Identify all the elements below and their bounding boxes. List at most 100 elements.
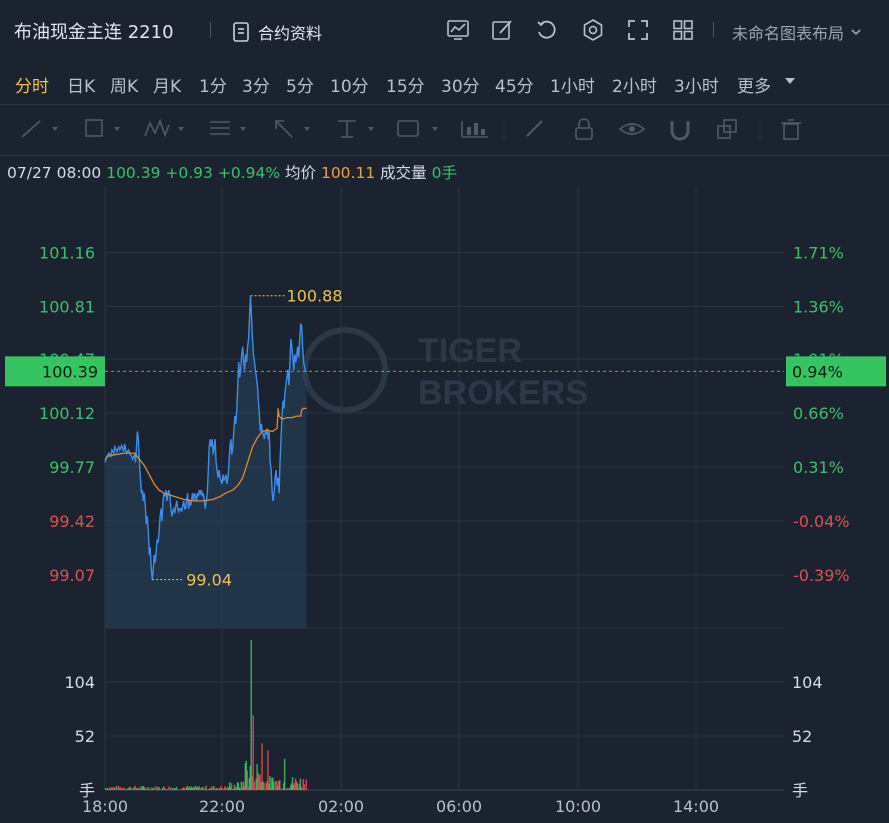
volume-bar [190, 786, 192, 790]
low-label: 99.04 [186, 571, 232, 590]
volume-bar [252, 715, 254, 790]
volume-bar [246, 770, 248, 790]
tab-period[interactable]: 月K [153, 77, 182, 97]
volume-bar [210, 787, 212, 790]
volume-tick-left: 52 [75, 727, 95, 746]
label-tool-icon[interactable] [397, 120, 438, 137]
chevron-down-icon[interactable] [784, 75, 796, 87]
x-tick-label: 14:00 [673, 797, 719, 816]
refresh-icon[interactable] [535, 18, 559, 42]
volume-bar [109, 788, 112, 790]
tab-period[interactable]: 5分 [286, 77, 314, 97]
volume-bar [293, 783, 296, 790]
volume-bar [203, 789, 205, 790]
volume-bar [239, 788, 242, 790]
quote-info-bar: 07/27 08:00 100.39 +0.93 +0.94% 均价 100.1… [7, 161, 457, 183]
tab-period[interactable]: 1分 [199, 77, 227, 97]
tab-period[interactable]: 30分 [441, 77, 480, 97]
tab-period[interactable]: 10分 [330, 77, 369, 97]
clone-icon[interactable] [717, 119, 737, 139]
edit-icon[interactable] [490, 18, 514, 42]
current-pct-label: 0.94% [792, 362, 843, 381]
y-tick-label-right: 0.66% [793, 404, 844, 423]
arrow-tool-icon[interactable] [275, 120, 310, 138]
tab-period[interactable]: 周K [110, 77, 139, 97]
volume-bar [222, 788, 224, 790]
x-tick-label: 06:00 [436, 797, 482, 816]
volume-bar [205, 785, 207, 790]
volume-bar [287, 788, 290, 790]
fullscreen-icon[interactable] [626, 18, 650, 42]
tab-period[interactable]: 1小时 [550, 77, 595, 97]
volume-bar [231, 789, 234, 790]
y-tick-label-left: 100.12 [39, 404, 95, 423]
pattern-tool-icon[interactable] [144, 118, 184, 138]
tab-period[interactable]: 2小时 [612, 77, 657, 97]
trash-icon[interactable] [781, 119, 801, 140]
volume-bar [151, 789, 153, 791]
volume-bar [133, 787, 135, 790]
volume-bar [149, 789, 151, 791]
volume-bar [223, 789, 225, 790]
high-label: 100.88 [287, 287, 343, 306]
x-tick-label: 22:00 [199, 797, 245, 816]
volume-bar [173, 788, 176, 790]
tab-period[interactable]: 15分 [386, 77, 425, 97]
layout-selector[interactable]: 未命名图表布局 [732, 20, 862, 44]
volume-bar [271, 777, 273, 790]
volume-bar [154, 789, 156, 790]
lock-icon[interactable] [575, 118, 593, 140]
y-tick-label-right: -0.04% [793, 512, 850, 531]
quote-change: +0.93 [165, 164, 213, 182]
volume-bar [276, 780, 278, 790]
volume-bar [223, 786, 226, 790]
volume-bar [113, 787, 116, 790]
rectangle-tool-icon[interactable] [85, 119, 120, 137]
volume-bar [272, 777, 274, 790]
volume-bar [219, 788, 221, 790]
tab-more[interactable]: 更多 [737, 77, 771, 97]
volume-bar [283, 758, 286, 790]
fibonacci-tool-icon[interactable] [210, 121, 246, 135]
settings-icon[interactable] [581, 18, 605, 42]
quote-price: 100.39 [106, 164, 161, 182]
volume-bar [108, 787, 111, 790]
volume-bar [273, 781, 275, 790]
volume-bar [225, 788, 228, 790]
volume-bar [197, 787, 199, 790]
volume-bar [136, 788, 138, 790]
volume-bar [200, 787, 202, 790]
pencil-icon[interactable] [526, 120, 543, 137]
tab-period[interactable]: 3小时 [674, 77, 719, 97]
top-toolbar: 布油现金主连 2210 合约资料 未命名图表布局 [0, 0, 889, 62]
volume-bar [125, 789, 128, 791]
chart-type-icon[interactable] [446, 18, 470, 42]
y-tick-label-right: 1.71% [793, 244, 844, 263]
volume-bar [130, 789, 132, 790]
contract-info-button[interactable]: 合约资料 [232, 20, 322, 44]
bars-tool-icon[interactable] [461, 121, 488, 138]
volume-bar [169, 787, 172, 790]
volume-bar [206, 789, 208, 791]
tab-period[interactable]: 45分 [495, 77, 534, 97]
volume-bar [177, 789, 180, 791]
tab-period[interactable]: 日K [67, 77, 96, 97]
grid-layout-icon[interactable] [671, 18, 695, 42]
avg-value: 100.11 [320, 164, 376, 182]
trendline-tool-icon[interactable] [21, 120, 58, 138]
tab-period[interactable]: 分时 [15, 77, 49, 97]
volume-bar [249, 765, 251, 790]
volume-bar [270, 787, 272, 790]
text-tool-icon[interactable] [338, 120, 374, 138]
magnet-icon[interactable] [670, 121, 690, 141]
instrument-title: 布油现金主连 2210 [14, 22, 174, 43]
volume-bar [183, 787, 186, 790]
volume-bar [211, 786, 213, 790]
tab-period[interactable]: 3分 [242, 77, 270, 97]
volume-bar [242, 781, 245, 790]
eye-icon[interactable] [618, 123, 646, 135]
volume-bar [297, 788, 300, 790]
current-price-box [5, 356, 105, 387]
volume-bar [235, 787, 238, 790]
